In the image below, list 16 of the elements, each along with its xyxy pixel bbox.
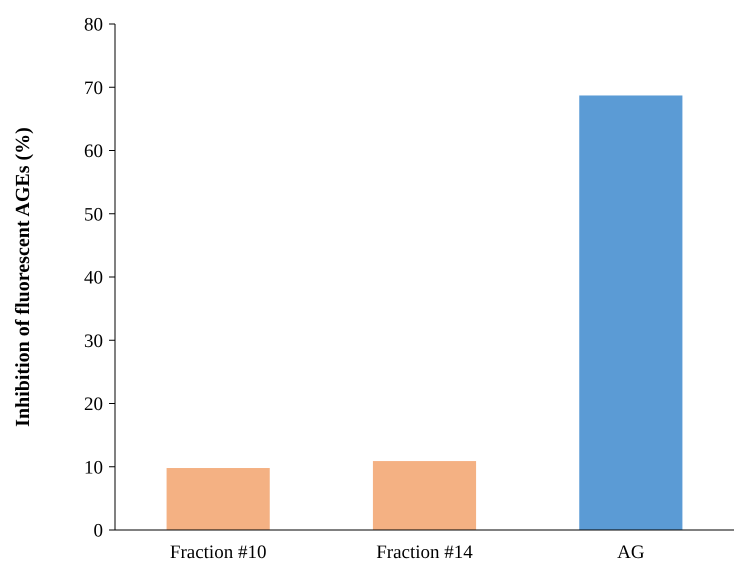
y-tick-label: 30 [84, 330, 103, 352]
y-tick-label: 60 [84, 141, 103, 162]
y-tick-label: 50 [84, 204, 103, 226]
y-axis-title: Inhibition of fluorescent AGEs (%) [12, 127, 34, 427]
x-tick-label: Fraction #10 [170, 542, 266, 563]
bar [579, 95, 682, 530]
y-tick-label: 10 [84, 457, 103, 478]
bar [166, 468, 270, 530]
x-tick-label: Fraction #14 [376, 542, 474, 563]
y-tick-label: 70 [84, 78, 103, 99]
x-tick-label: AG [617, 542, 645, 563]
y-tick-label: 20 [84, 394, 103, 416]
bar [372, 461, 476, 530]
y-tick-label: 0 [94, 520, 103, 542]
y-tick-label: 80 [84, 14, 103, 36]
y-tick-label: 40 [84, 268, 103, 289]
